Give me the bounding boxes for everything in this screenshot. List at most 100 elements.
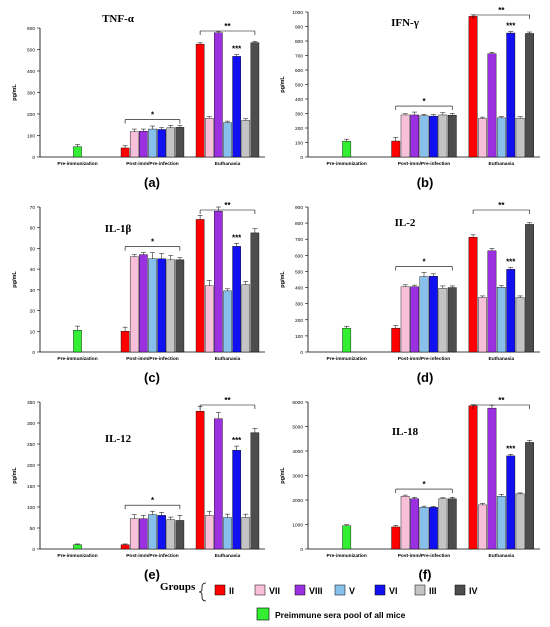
y-tick-label: 10 <box>30 329 36 335</box>
chart-panel-5: 0 50 100 150 200 250 300 350 pg/mL IL-12 Pre-immun… <box>12 396 265 582</box>
bar-iv <box>175 520 185 550</box>
bar-viii <box>487 53 497 158</box>
bar-iii <box>438 114 448 158</box>
y-tick-label: 2000 <box>292 498 303 504</box>
bar-iv <box>525 442 534 550</box>
bar-iii <box>241 120 251 158</box>
y-tick-label: 3000 <box>292 474 303 480</box>
legend-swatch-iii <box>414 584 426 596</box>
bar-iv <box>525 224 534 353</box>
bar-v <box>496 496 506 550</box>
chart-title: IL-18 <box>392 426 419 438</box>
bar-viii <box>214 32 223 158</box>
y-tick-label: 0 <box>300 350 303 356</box>
x-category-label: Pre-immunization <box>327 553 367 559</box>
bar-v <box>496 287 506 353</box>
significance-stars: * <box>422 480 426 489</box>
significance-stars: * <box>151 111 155 120</box>
chart-panel-3: 0 10 20 30 40 50 60 70 pg/mL IL-1β Pre-immunizatio… <box>12 201 265 385</box>
legend-label-vii: VII <box>269 586 280 596</box>
bar-vi <box>506 32 516 158</box>
bar-viii <box>410 498 419 550</box>
bar-vi <box>232 450 241 550</box>
significance-stars: ** <box>224 201 231 210</box>
bar-iii <box>166 259 176 353</box>
legend-label-v: V <box>349 586 355 596</box>
x-category-label: Pre-immunization <box>57 553 97 559</box>
y-tick-label: 200 <box>295 318 303 324</box>
significance-stars: ** <box>224 396 231 405</box>
significance-stars: ** <box>224 22 231 31</box>
x-category-label: Post-imm/Pre-infection <box>126 161 179 167</box>
legend-swatch-vi <box>374 584 386 596</box>
bar-v <box>223 290 232 353</box>
legend-swatch-preimmune <box>256 607 270 621</box>
panel-label: (c) <box>144 370 160 385</box>
bar-vi <box>429 276 438 353</box>
y-tick-label: 400 <box>295 97 303 103</box>
significance-stars: * <box>422 97 426 106</box>
bar-viii <box>214 418 223 550</box>
bar-preimmune <box>342 525 352 550</box>
y-tick-label: 800 <box>295 39 303 45</box>
bar-iii <box>241 284 251 353</box>
bar-iii <box>166 519 176 550</box>
chart-title: TNF-α <box>102 13 135 25</box>
legend-label-vi: VI <box>389 586 398 596</box>
bar-vii <box>204 515 214 550</box>
bar-preimmune <box>342 141 352 158</box>
y-tick-label: 400 <box>295 286 303 292</box>
bar-iv <box>447 498 457 550</box>
y-tick-label: 200 <box>295 126 303 132</box>
bar-ii <box>391 327 401 353</box>
panel-label: (b) <box>417 175 434 190</box>
y-tick-label: 500 <box>295 269 303 275</box>
x-category-label: Pre-immunization <box>57 356 97 362</box>
y-tick-label: 0 <box>32 155 35 161</box>
y-tick-label: 0 <box>300 547 303 553</box>
bar-vi <box>506 269 516 353</box>
bar-iii <box>515 493 525 550</box>
y-tick-label: 600 <box>295 68 303 74</box>
legend: Groups II VII VIII V VI III IV Preimmune sera … <box>160 581 478 621</box>
legend-preimmune-label: Preimmune sera pool of all mice <box>275 610 406 620</box>
x-category-label: Post-imm/Pre-infection <box>126 356 179 362</box>
y-tick-label: 20 <box>30 309 36 315</box>
bar-vii <box>478 504 487 550</box>
y-tick-label: 4000 <box>292 449 303 455</box>
bar-ii <box>195 43 205 158</box>
bar-ii <box>120 544 130 550</box>
significance-stars: *** <box>232 436 242 445</box>
bar-v <box>496 117 506 158</box>
bar-viii <box>487 250 497 353</box>
bar-viii <box>487 407 497 550</box>
bar-viii <box>410 114 419 158</box>
bar-vi <box>157 129 166 158</box>
bar-iii <box>166 127 176 158</box>
legend-brace <box>198 582 207 602</box>
legend-swatch-vii <box>254 584 266 596</box>
bar-v <box>148 128 157 158</box>
y-tick-label: 500 <box>27 48 35 54</box>
chart-title: IL-12 <box>105 433 132 445</box>
significance-stars: ** <box>498 396 505 405</box>
bar-iv <box>250 42 260 158</box>
bar-viii <box>139 254 148 353</box>
y-tick-label: 900 <box>295 25 303 31</box>
y-tick-label: 250 <box>27 442 35 448</box>
y-axis-label: pg/mL <box>12 467 18 484</box>
bar-vii <box>129 256 139 353</box>
legend-swatch-iv <box>454 584 466 596</box>
legend-label-iii: III <box>429 586 437 596</box>
bar-ii <box>195 219 205 353</box>
y-tick-label: 50 <box>30 526 36 532</box>
bar-iii <box>438 498 448 550</box>
y-tick-label: 40 <box>30 267 36 273</box>
y-tick-label: 400 <box>27 69 35 75</box>
y-tick-label: 600 <box>27 26 35 32</box>
panel-label: (e) <box>144 567 160 582</box>
significance-stars: *** <box>506 22 516 31</box>
y-tick-label: 300 <box>295 302 303 308</box>
panel-label: (d) <box>417 370 434 385</box>
